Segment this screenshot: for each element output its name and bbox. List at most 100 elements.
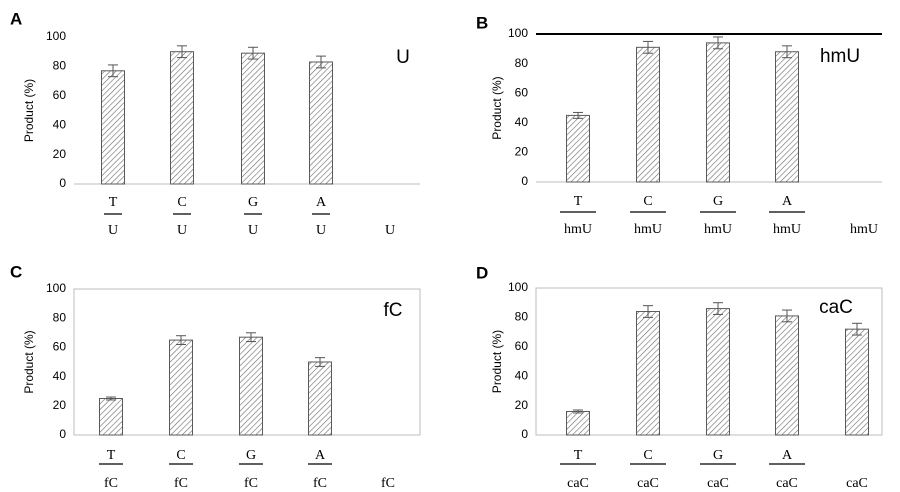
bar: [566, 114, 590, 183]
category-bottom-label: U: [177, 223, 187, 238]
category-bottom-label: hmU: [564, 222, 592, 237]
category-bottom-label: caC: [707, 476, 729, 491]
category-top-label: G: [713, 194, 723, 209]
bar: [309, 61, 333, 185]
y-tick-label: 100: [46, 281, 66, 295]
y-tick-label: 100: [508, 26, 528, 40]
category-top-label: A: [315, 448, 326, 463]
error-bar: [573, 409, 583, 414]
y-tick-label: 60: [515, 339, 529, 353]
y-axis-label: Product (%): [490, 330, 504, 393]
category-bottom-label: caC: [846, 476, 868, 491]
bar: [239, 336, 263, 436]
category-top-label: T: [574, 448, 583, 463]
bar: [636, 311, 660, 436]
y-tick-label: 0: [59, 427, 66, 441]
bar: [101, 70, 125, 185]
category-label: U: [385, 223, 395, 238]
category-label: CU: [173, 195, 191, 238]
y-tick-label: 60: [515, 85, 529, 99]
y-tick-label: 80: [53, 310, 67, 324]
y-tick-label: 20: [515, 398, 529, 412]
bar: [566, 410, 590, 436]
category-bottom-label: caC: [776, 476, 798, 491]
error-bar: [852, 322, 862, 336]
error-bar: [782, 309, 792, 323]
category-bottom-label: U: [108, 223, 118, 238]
category-bottom-label: caC: [637, 476, 659, 491]
error-bar: [176, 335, 186, 345]
category-top-label: C: [176, 448, 185, 463]
category-label: fC: [381, 476, 395, 491]
category-top-label: A: [782, 448, 793, 463]
category-bottom-label: hmU: [634, 222, 662, 237]
bar: [845, 328, 869, 436]
y-tick-label: 0: [521, 174, 528, 188]
y-axis-label: Product (%): [22, 330, 36, 393]
category-top-label: C: [643, 194, 652, 209]
category-bottom-label: hmU: [704, 222, 732, 237]
category-top-label: C: [643, 448, 652, 463]
y-tick-label: 20: [53, 147, 67, 161]
error-bar: [713, 302, 723, 315]
bar: [241, 52, 265, 185]
y-tick-label: 0: [521, 427, 528, 441]
y-tick-label: 0: [59, 176, 66, 190]
category-top-label: A: [782, 194, 793, 209]
bar: [775, 51, 799, 183]
category-bottom-label: hmU: [773, 222, 801, 237]
panel-corner-label: hmU: [820, 46, 860, 67]
category-top-label: G: [713, 448, 723, 463]
panel-corner-label: fC: [384, 300, 403, 321]
category-bottom-label: fC: [174, 476, 188, 491]
panel-letter: B: [476, 13, 488, 32]
panel-letter: D: [476, 263, 488, 282]
y-tick-label: 40: [515, 368, 529, 382]
bar: [99, 398, 123, 436]
category-top-label: G: [248, 195, 258, 210]
error-bar: [246, 332, 256, 343]
y-tick-label: 40: [53, 369, 67, 383]
category-top-label: T: [109, 195, 118, 210]
bar: [169, 339, 193, 436]
category-label: GU: [244, 195, 262, 238]
y-tick-label: 20: [515, 145, 529, 159]
category-label: TfC: [99, 448, 123, 491]
category-bottom-label: U: [248, 223, 258, 238]
error-bar: [248, 46, 258, 60]
category-bottom-label: U: [316, 223, 326, 238]
category-top-label: G: [246, 448, 256, 463]
y-tick-label: 60: [53, 88, 67, 102]
category-top-label: A: [316, 195, 327, 210]
y-axis-label: Product (%): [490, 76, 504, 139]
category-bottom-label: fC: [313, 476, 327, 491]
category-label: CfC: [169, 448, 193, 491]
error-bar: [782, 45, 792, 59]
error-bar: [177, 45, 187, 59]
category-top-label: C: [177, 195, 186, 210]
panel-corner-label: caC: [819, 297, 853, 318]
bar: [706, 308, 730, 436]
panel-letter: C: [10, 262, 22, 281]
error-bar: [643, 305, 653, 318]
bar: [706, 42, 730, 183]
y-tick-label: 100: [46, 29, 66, 43]
category-bottom-label: fC: [381, 476, 395, 491]
panel-corner-label: U: [396, 47, 410, 68]
category-label: TU: [104, 195, 122, 238]
bar: [775, 315, 799, 436]
category-top-label: T: [107, 448, 116, 463]
bar: [170, 51, 194, 185]
bar: [308, 361, 332, 436]
error-bar: [108, 64, 118, 78]
error-bar: [573, 111, 583, 119]
